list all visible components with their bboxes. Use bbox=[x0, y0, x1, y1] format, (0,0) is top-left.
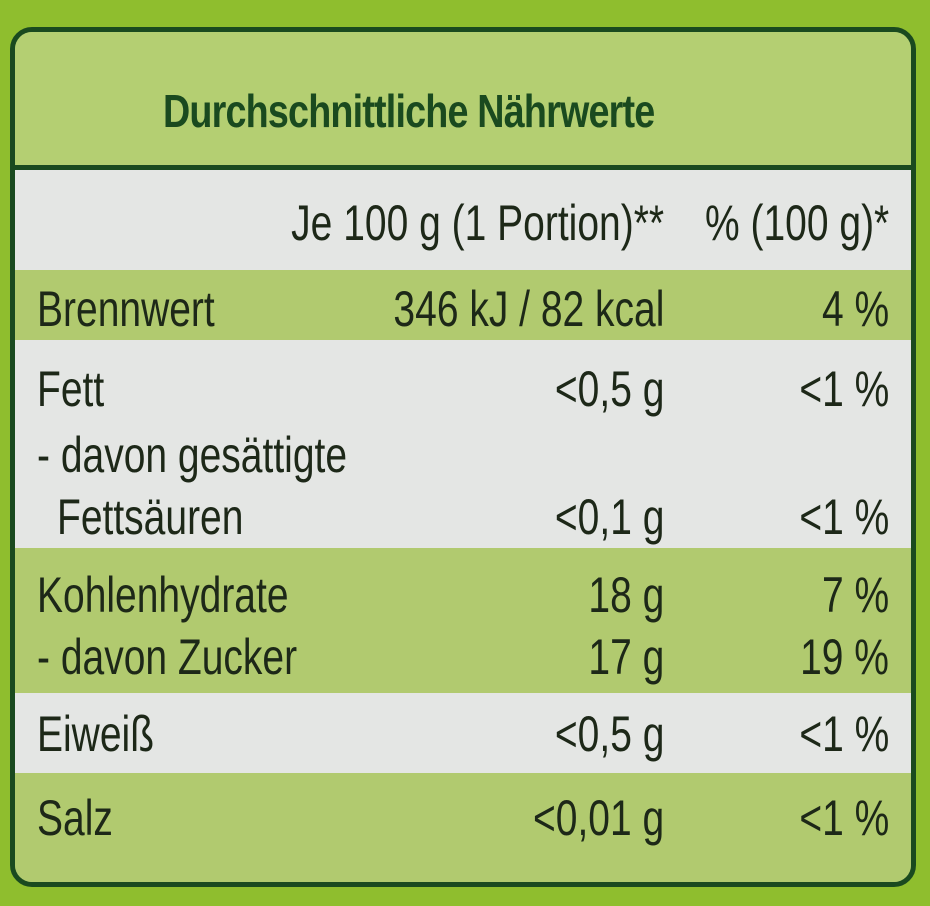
row-label: - davon Zucker bbox=[37, 629, 298, 685]
header-percent: % (100 g)* bbox=[704, 195, 889, 251]
table-row-fett: Fett <0,5 g <1 % - davon gesättigte Fett… bbox=[15, 340, 911, 548]
nutrition-table: Durchschnittliche Nährwerte Je 100 g (1 … bbox=[10, 27, 916, 887]
row-percent: <1 % bbox=[799, 706, 889, 762]
row-percent: <1 % bbox=[799, 489, 889, 545]
row-value: <0,01 g bbox=[532, 790, 664, 846]
row-label: Brennwert bbox=[37, 281, 215, 337]
row-label: Salz bbox=[37, 790, 113, 846]
table-row-kohlenhydrate: Kohlenhydrate 18 g 7 % - davon Zucker 17… bbox=[15, 548, 911, 693]
row-label: Eiweiß bbox=[37, 706, 155, 762]
row-label: Fett bbox=[37, 361, 105, 417]
row-label: Kohlenhydrate bbox=[37, 567, 289, 623]
header-row: Je 100 g (1 Portion)** % (100 g)* bbox=[15, 170, 911, 270]
row-percent: 19 % bbox=[800, 629, 889, 685]
row-percent: <1 % bbox=[799, 790, 889, 846]
table-row-brennwert: Brennwert 346 kJ / 82 kcal 4 % bbox=[15, 270, 911, 340]
table-row-eiweiss: Eiweiß <0,5 g <1 % bbox=[15, 693, 911, 773]
row-percent: <1 % bbox=[799, 361, 889, 417]
row-value: <0,5 g bbox=[554, 361, 664, 417]
table-title-band: Durchschnittliche Nährwerte bbox=[15, 32, 911, 170]
row-value: 346 kJ / 82 kcal bbox=[393, 281, 664, 337]
row-percent: 7 % bbox=[821, 567, 889, 623]
header-per-100g: Je 100 g (1 Portion)** bbox=[291, 195, 664, 251]
row-label: - davon gesättigte bbox=[37, 427, 348, 483]
row-value: <0,1 g bbox=[554, 489, 664, 545]
table-title: Durchschnittliche Nährwerte bbox=[163, 85, 655, 137]
row-value: 18 g bbox=[588, 567, 664, 623]
row-value: 17 g bbox=[588, 629, 664, 685]
row-percent: 4 % bbox=[821, 281, 889, 337]
table-row-salz: Salz <0,01 g <1 % bbox=[15, 773, 911, 882]
row-value: <0,5 g bbox=[554, 706, 664, 762]
row-label: Fettsäuren bbox=[57, 489, 244, 545]
